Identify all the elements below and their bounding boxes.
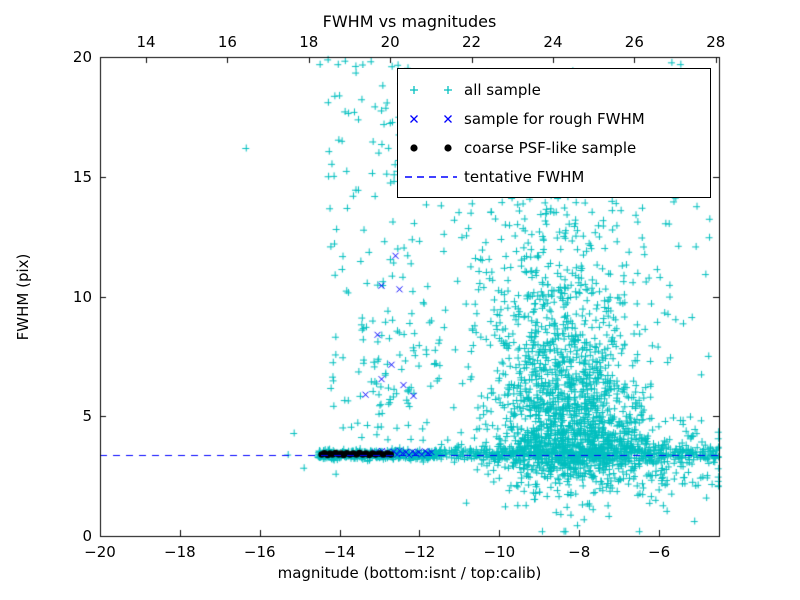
plus-legend-marker-icon <box>398 82 464 98</box>
chart-title: FWHM vs magnitudes <box>322 12 497 31</box>
legend-label: tentative FWHM <box>464 167 585 186</box>
tick-label: −14 <box>323 543 356 561</box>
tick-label: 10 <box>72 287 92 306</box>
legend-entry: all sample <box>398 75 710 104</box>
tick-label: 15 <box>72 167 92 186</box>
tick-label: −6 <box>648 543 671 561</box>
legend-label: sample for rough FWHM <box>464 109 645 128</box>
tick-label: 20 <box>72 48 92 66</box>
legend-entry: sample for rough FWHM <box>398 104 710 133</box>
legend-label: coarse PSF-like sample <box>464 138 637 157</box>
tick-label: −16 <box>243 543 276 561</box>
legend-label: all sample <box>464 80 541 99</box>
x-legend-marker-icon <box>398 111 464 127</box>
tick-label: −18 <box>164 543 196 561</box>
tick-label: 20 <box>380 33 400 51</box>
legend-entry: coarse PSF-like sample <box>398 133 710 162</box>
y-axis-label: FWHM (pix) <box>14 253 32 341</box>
tick-label: 28 <box>706 33 726 51</box>
tick-label: 0 <box>82 527 92 545</box>
tick-label: 18 <box>299 33 319 51</box>
legend-entry: tentative FWHM <box>398 162 710 191</box>
tick-label: −10 <box>483 543 516 561</box>
tick-label: −12 <box>403 543 436 561</box>
tick-label: −20 <box>84 543 116 561</box>
tick-label: −8 <box>568 543 591 561</box>
tick-label: 5 <box>82 407 92 426</box>
tick-label: 14 <box>136 33 156 51</box>
tick-label: 16 <box>217 33 237 51</box>
dot-legend-marker-icon <box>398 140 464 156</box>
tick-label: 24 <box>543 33 563 51</box>
tick-label: 26 <box>624 33 644 51</box>
dashed-line-legend-marker-icon <box>398 169 464 185</box>
legend: all sample sample for rough FWHM coarse PS… <box>397 68 711 198</box>
tick-label: 22 <box>462 33 482 51</box>
x-axis-label: magnitude (bottom:isnt / top:calib) <box>277 564 542 582</box>
